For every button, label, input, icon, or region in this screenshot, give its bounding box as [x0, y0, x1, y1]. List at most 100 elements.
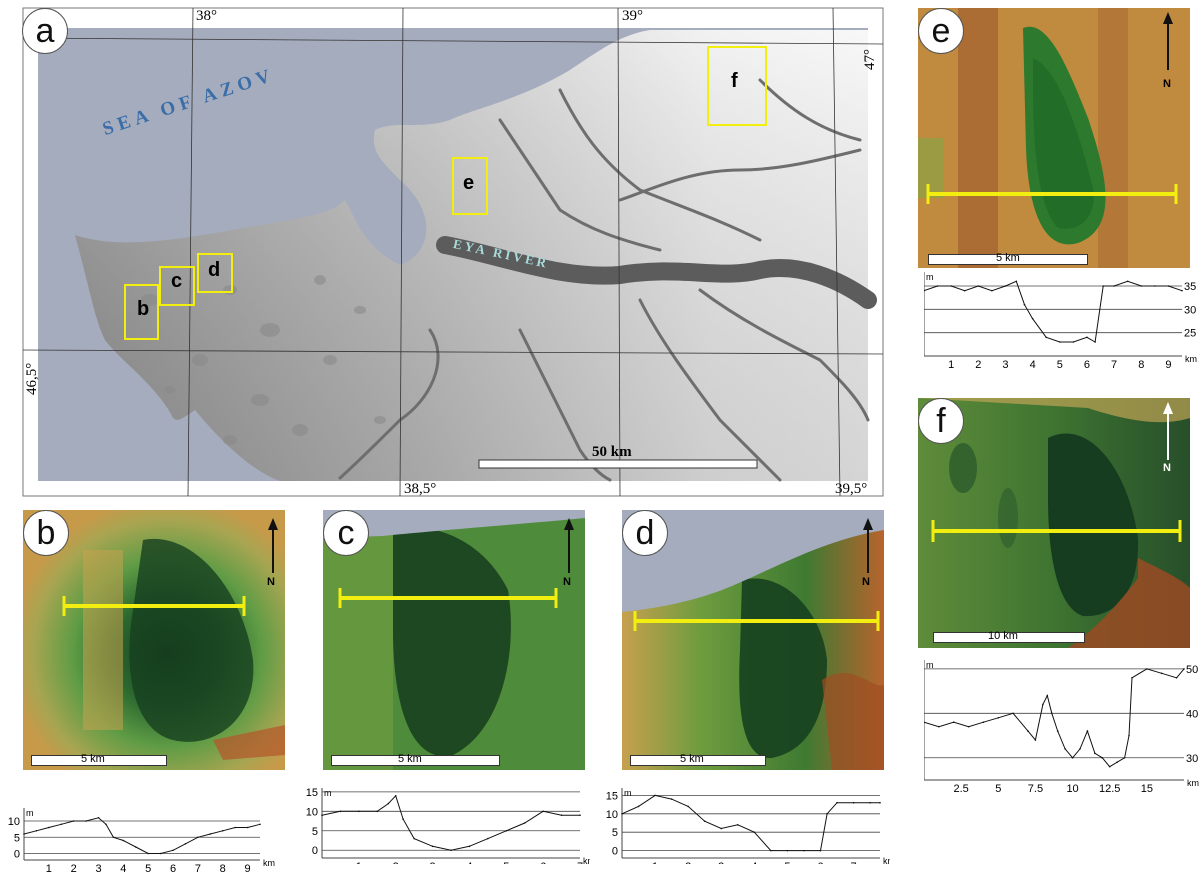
profile-point: [1167, 285, 1170, 287]
profile-x-tick-label: 7: [1111, 359, 1117, 371]
profile-point: [1113, 285, 1115, 287]
profile-y-tick-label: 50: [1186, 664, 1198, 676]
scale-label-d: 5 km: [680, 753, 704, 765]
profile-x-unit: km: [583, 856, 590, 864]
profile-y-tick-label: 15: [306, 787, 318, 799]
profile-chart-e: 25 30 35 1 2 3 4 5 6 7 8 9 m km: [924, 272, 1197, 371]
profile-x-tick-label: 4: [751, 861, 757, 864]
profile-point: [1140, 285, 1143, 287]
profile-point: [997, 716, 1000, 719]
lon-label-38: 38°: [196, 8, 217, 24]
profile-point: [1056, 730, 1059, 732]
profile-point: [1181, 289, 1183, 292]
profile-y-tick-label: 40: [1186, 708, 1198, 720]
profile-point: [819, 849, 822, 852]
scale-bar-b: [31, 755, 167, 766]
profile-x-tick-label: 3: [718, 861, 724, 864]
north-arrow-b: [267, 518, 279, 588]
study-area-boxes: [124, 46, 767, 340]
panel-label-c: c: [323, 510, 369, 556]
box-d: [197, 253, 233, 293]
profile-point: [1094, 341, 1096, 343]
profile-point: [720, 827, 723, 830]
profile-line: [924, 280, 1183, 343]
profile-point: [1050, 712, 1053, 715]
profile-point: [982, 721, 985, 724]
north-arrow-f: [1162, 402, 1174, 472]
north-label-e: N: [1163, 78, 1171, 90]
profile-point: [1128, 734, 1130, 737]
scale-bar-c: [331, 755, 500, 766]
profile-point: [1102, 285, 1105, 287]
profile-point: [1126, 280, 1129, 283]
scale-bar-f: [933, 632, 1085, 643]
profile-x-tick-label: 4: [120, 863, 126, 875]
profile-point: [1108, 765, 1111, 768]
profile-point: [60, 823, 63, 826]
lon-label-38-5: 38,5°: [404, 481, 437, 497]
profile-y-tick-label: 10: [8, 816, 20, 828]
profile-line-d: [633, 611, 880, 631]
profile-point: [786, 849, 789, 852]
eya-river-valley: [436, 236, 877, 309]
profile-x-unit: km: [1185, 354, 1197, 364]
inset-e: e N 5 km: [918, 8, 1190, 268]
profile-x-tick-label: 8: [220, 863, 226, 875]
profile-point: [1175, 676, 1178, 679]
panel-label-a: a: [22, 8, 68, 54]
profile-x-tick-label: 3: [1002, 359, 1008, 371]
profile-point: [879, 801, 881, 804]
profile-point: [197, 836, 199, 839]
lat-label-47: 47°: [862, 49, 878, 70]
profile-point: [924, 289, 925, 292]
profile-point: [936, 285, 939, 287]
profile-point: [105, 823, 107, 826]
north-label-f: N: [1163, 462, 1171, 474]
profile-y-tick-label: 5: [312, 826, 318, 838]
map-svg: [22, 7, 884, 497]
profile-point: [259, 823, 261, 826]
profile-point: [836, 801, 838, 804]
profile-point: [1071, 756, 1074, 759]
panel-label-e: e: [918, 8, 964, 54]
profile-point: [950, 285, 952, 287]
profile-y-tick-label: 30: [1184, 304, 1196, 316]
profile-point: [523, 822, 526, 824]
profile-point: [97, 816, 100, 819]
profile-point: [687, 805, 689, 808]
profile-x-tick-label: 6: [817, 861, 823, 864]
profile-point: [977, 285, 980, 287]
profile-y-unit: m: [926, 272, 934, 282]
profile-x-unit: km: [263, 858, 275, 868]
profile-point: [869, 801, 871, 804]
profile-point: [1094, 752, 1096, 755]
profile-x-unit: km: [1187, 778, 1199, 788]
profile-point: [1183, 668, 1185, 670]
profile-line-f: [931, 520, 1182, 542]
scale-label-e: 5 km: [996, 252, 1020, 264]
panel-label-f: f: [918, 398, 964, 444]
profile-point: [147, 852, 150, 855]
profile-point: [339, 810, 342, 813]
profile-x-tick-label: 1: [652, 861, 658, 864]
profile-line-e: [926, 184, 1178, 204]
profile-point: [35, 829, 38, 832]
north-label-c: N: [563, 576, 571, 588]
north-arrow-d: [862, 518, 874, 588]
profile-point: [487, 837, 489, 840]
profile-chart-d: 0 5 10 15 1 2 3 4 5 6 7 m km: [606, 788, 890, 864]
profile-x-tick-label: 4: [1030, 359, 1036, 371]
profile-point: [376, 810, 379, 813]
box-label-d: d: [208, 259, 221, 281]
profile-point: [963, 289, 966, 292]
profile-point: [1015, 280, 1018, 283]
profile-point: [1123, 756, 1126, 759]
profile-x-tick-label: 8: [1138, 359, 1144, 371]
profile-x-tick-label: 9: [1165, 359, 1171, 371]
profile-x-tick-label: 6: [170, 863, 176, 875]
box-e: [452, 157, 488, 215]
profile-x-tick-label: 5: [145, 863, 151, 875]
profile-chart-b: 0 5 10 1 2 3 4 5 6 7 8 9 m km: [8, 808, 275, 875]
profile-y-unit: m: [324, 788, 332, 798]
profile-line: [321, 794, 580, 851]
